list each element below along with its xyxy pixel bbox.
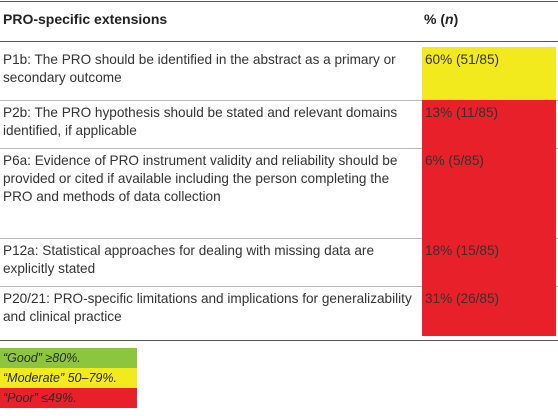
rule [0,1,558,2]
row-divider [0,148,558,149]
header-text: % ( [424,11,445,27]
extension: P6a: Evidence of PRO instrument validity… [3,153,398,204]
cell-bg [422,47,556,100]
cell-bg [422,238,556,286]
extension: P20/21: PRO-specific limitations and imp… [3,291,412,324]
percent: 18% (15/85) [425,243,500,258]
rule [0,340,558,341]
header-text: n [445,11,454,27]
legend-item: “Good” ≥80%. [0,348,137,368]
cell-bg [422,100,556,148]
header-col1: PRO-specific extensions [3,11,168,27]
cell-bg [422,148,556,238]
rule [0,41,558,42]
cell-bg [422,286,556,336]
extension: P2b: The PRO hypothesis should be stated… [3,105,398,138]
legend-item: “Poor” ≤49%. [0,388,137,408]
header-text: ) [453,11,459,27]
extension: P1b: The PRO should be identified in the… [3,52,396,85]
extension: P12a: Statistical approaches for dealing… [3,243,375,276]
row-divider [0,100,558,101]
header-col2: % (n) [424,11,458,27]
legend-item: “Moderate” 50–79%. [0,368,137,388]
row-divider [0,286,558,287]
percent: 31% (26/85) [425,291,500,306]
percent: 6% (5/85) [425,153,484,168]
row-divider [0,238,558,239]
percent: 13% (11/85) [425,105,499,120]
percent: 60% (51/85) [425,52,500,67]
